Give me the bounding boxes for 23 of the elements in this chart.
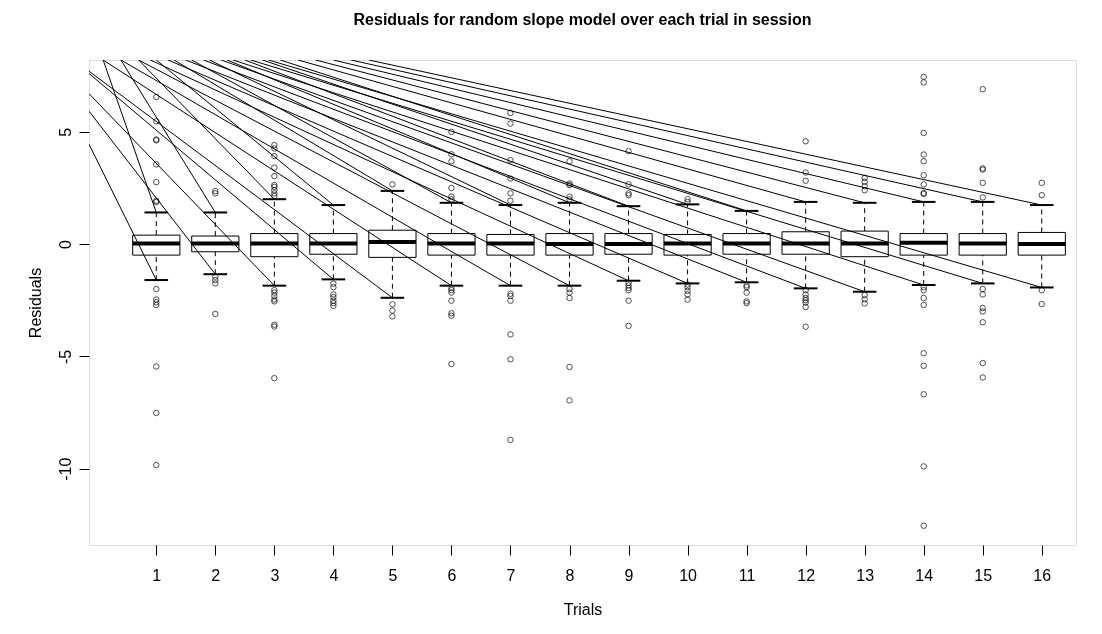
x-tick-label: 14 [915,566,934,584]
y-tick-label: 5 [56,127,74,137]
y-axis-title: Residuals [26,267,44,339]
y-tick-label: 0 [56,240,74,250]
x-tick-label: 2 [211,566,221,584]
x-tick-label: 11 [738,566,756,584]
x-tick-label: 10 [679,566,698,584]
x-tick-label: 9 [624,566,634,584]
x-tick-label: 8 [565,566,575,584]
x-tick-label: 4 [329,566,339,584]
x-tick-label: 13 [856,566,875,584]
y-tick-label: -10 [56,457,74,481]
x-tick-label: 1 [152,566,162,584]
x-tick-label: 15 [974,566,993,584]
x-tick-label: 5 [388,566,398,584]
chart-title: Residuals for random slope model over each trial in session [353,11,812,28]
x-tick-label: 12 [797,566,816,584]
x-tick-label: 16 [1033,566,1052,584]
x-tick-label: 3 [270,566,280,584]
x-axis-title: Trials [563,600,603,618]
y-tick-label: -5 [56,349,74,365]
x-tick-label: 6 [447,566,457,584]
x-tick-label: 7 [506,566,516,584]
